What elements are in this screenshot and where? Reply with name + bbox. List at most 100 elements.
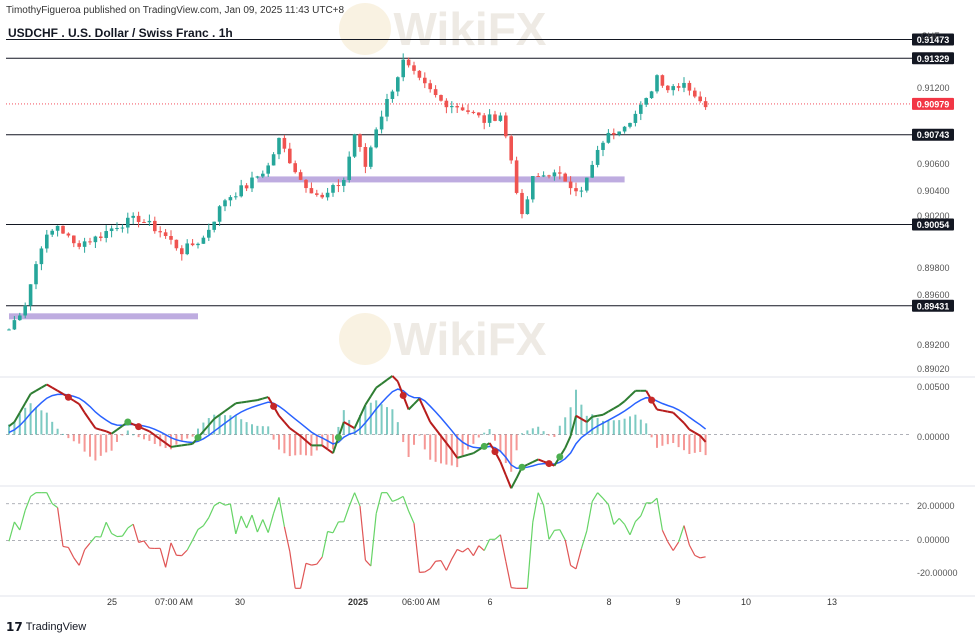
oscillator-segment — [581, 531, 586, 549]
candle — [455, 106, 459, 107]
macd-line-segment — [679, 418, 684, 423]
macd-histogram-bar — [181, 434, 183, 441]
oscillator-segment — [284, 527, 289, 552]
oscillator-segment — [479, 546, 484, 551]
macd-histogram-bar — [559, 426, 561, 435]
macd-line-segment — [538, 459, 543, 461]
candle — [531, 176, 535, 199]
candle — [185, 243, 189, 254]
macd-line-segment — [657, 410, 662, 411]
candle — [385, 99, 389, 117]
watermark-logo-icon — [339, 3, 391, 55]
watermark-logo-icon — [339, 313, 391, 365]
macd-histogram-bar — [494, 434, 496, 440]
macd-histogram-bar — [624, 419, 626, 435]
oscillator-segment — [571, 565, 576, 568]
macd-histogram-bar — [564, 417, 566, 434]
oscillator-segment — [641, 503, 646, 516]
candle — [574, 188, 578, 191]
macd-cross-marker — [400, 392, 407, 399]
oscillator-segment — [662, 530, 667, 542]
candle — [412, 65, 416, 71]
macd-histogram-bar — [424, 434, 426, 449]
candle — [72, 236, 76, 244]
price-axis-tick: 0.90400 — [917, 186, 950, 196]
candle — [482, 115, 486, 123]
oscillator-segment — [554, 530, 559, 531]
macd-histogram-bar — [51, 422, 53, 435]
candle — [650, 91, 654, 98]
candle — [99, 237, 103, 238]
macd-histogram-bar — [553, 434, 555, 437]
candle — [704, 101, 708, 107]
macd-histogram-bar — [262, 426, 264, 434]
oscillator-segment — [225, 504, 230, 505]
candle — [245, 185, 249, 188]
macd-histogram-bar — [705, 434, 707, 455]
oscillator-segment — [652, 498, 657, 503]
level-price-label: 0.90054 — [917, 220, 950, 230]
macd-histogram-bar — [667, 434, 669, 444]
candle — [628, 123, 632, 127]
oscillator-segment — [344, 506, 349, 521]
oscillator-segment — [511, 588, 516, 589]
macd-histogram-bar — [78, 434, 80, 443]
candle — [175, 240, 179, 248]
macd-line-segment — [74, 401, 79, 404]
macd-histogram-bar — [391, 409, 393, 434]
watermark-text: WikiFX — [394, 3, 547, 55]
macd-histogram-bar — [645, 423, 647, 434]
oscillator-segment — [576, 549, 581, 569]
macd-histogram-bar — [192, 434, 194, 436]
macd-histogram-bar — [521, 433, 523, 434]
candle — [612, 133, 616, 135]
macd-histogram-bar — [683, 434, 685, 450]
oscillator-panel — [6, 493, 912, 589]
price-panel — [6, 40, 912, 331]
macd-line-segment — [25, 394, 30, 403]
macd-line-segment — [625, 396, 630, 401]
candle — [104, 231, 108, 238]
macd-histogram-bar — [408, 434, 410, 457]
level-price-label: 0.89431 — [917, 301, 950, 311]
oscillator-segment — [425, 569, 430, 572]
oscillator-segment — [500, 535, 505, 561]
macd-histogram-bar — [413, 434, 415, 444]
candle — [234, 196, 238, 197]
candle — [380, 117, 384, 130]
macd-histogram-bar — [607, 421, 609, 435]
macd-histogram-bar — [127, 430, 129, 434]
candle — [358, 134, 362, 147]
candle — [148, 221, 152, 222]
candle — [342, 180, 346, 186]
macd-cross-marker — [124, 418, 131, 425]
macd-histogram-bar — [478, 434, 480, 437]
candle — [121, 228, 125, 229]
candle — [515, 160, 519, 193]
macd-line-segment — [603, 412, 608, 415]
candle — [212, 222, 216, 230]
macd-histogram-bar — [294, 434, 296, 455]
oscillator-segment — [544, 505, 549, 539]
macd-line-segment — [630, 391, 635, 396]
tradingview-footer[interactable]: 17 TradingView — [6, 620, 86, 634]
candle — [239, 185, 243, 196]
oscillator-axis-tick: 20.00000 — [917, 501, 955, 511]
macd-histogram-bar — [472, 434, 474, 443]
candle — [266, 165, 270, 173]
candle — [18, 315, 22, 320]
oscillator-segment — [139, 541, 144, 542]
candle — [644, 98, 648, 105]
macd-histogram-bar — [224, 415, 226, 434]
oscillator-segment — [317, 557, 322, 564]
oscillator-segment — [160, 548, 165, 567]
macd-line-segment — [230, 403, 235, 407]
oscillator-segment — [473, 546, 478, 556]
candle — [83, 241, 87, 246]
price-axis-tick: 0.91200 — [917, 83, 950, 93]
macd-signal-line — [9, 389, 706, 468]
oscillator-segment — [306, 563, 311, 565]
chart-title: USDCHF . U.S. Dollar / Swiss Franc . 1h — [8, 26, 233, 40]
oscillator-segment — [85, 543, 90, 550]
